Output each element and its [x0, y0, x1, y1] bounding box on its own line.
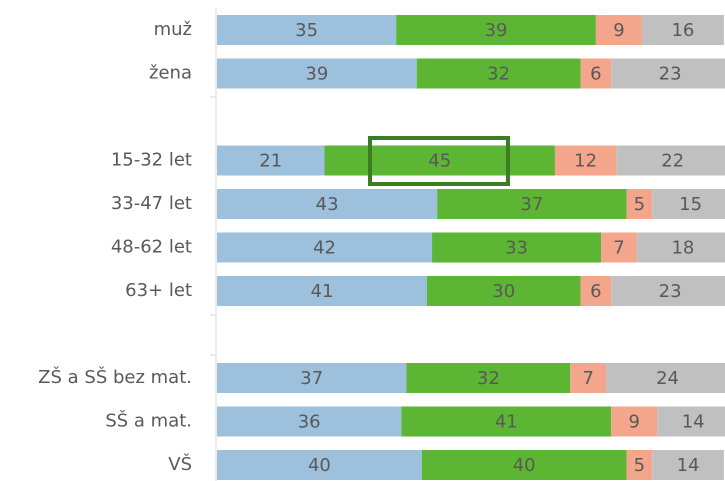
y-tick-label: žena: [149, 63, 192, 84]
data-label: 14: [682, 412, 705, 433]
bar-segment: [401, 406, 612, 437]
bar-segment: [580, 276, 612, 306]
bar-segment: [570, 363, 607, 393]
bar-segment: [611, 406, 658, 437]
bar-segment: [426, 276, 581, 306]
data-label: 35: [295, 20, 318, 41]
data-label: 23: [659, 281, 682, 302]
data-label: 41: [495, 412, 518, 433]
data-label: 6: [590, 281, 601, 302]
y-tick-label: ZŠ a SŠ bez mat.: [38, 366, 192, 388]
bar-segment: [626, 450, 653, 480]
data-label: 37: [300, 368, 323, 389]
y-tick-label: VŠ: [168, 453, 192, 475]
bar-segment: [554, 145, 617, 176]
bar-segment: [652, 450, 724, 480]
bar-segment: [616, 145, 725, 176]
y-tick-label: 63+ let: [125, 280, 192, 301]
bar-segment: [217, 145, 325, 176]
bar-segment: [636, 232, 725, 263]
data-label: 7: [582, 368, 593, 389]
data-label: 42: [313, 238, 336, 259]
bar-segment: [324, 145, 555, 176]
data-label: 14: [677, 455, 700, 476]
data-label: 36: [298, 412, 321, 433]
highlight-box: [368, 136, 510, 186]
bar-segment: [406, 363, 571, 393]
bar-segment: [217, 189, 438, 219]
data-label: 37: [520, 194, 543, 215]
data-label: 5: [634, 194, 645, 215]
data-label: 5: [634, 455, 645, 476]
data-label: 22: [661, 151, 684, 172]
data-label: 39: [305, 64, 328, 85]
data-label: 18: [671, 238, 694, 259]
bar-segment: [601, 232, 637, 263]
bar-segment: [416, 58, 581, 89]
bar-segment: [217, 406, 402, 437]
bar-segment: [611, 58, 725, 89]
data-label: 15: [679, 194, 702, 215]
data-label: 43: [316, 194, 339, 215]
data-label: 32: [487, 64, 510, 85]
data-label: 21: [259, 151, 282, 172]
bar-segment: [217, 58, 417, 89]
data-label: 39: [485, 20, 508, 41]
y-tick-label: muž: [154, 19, 192, 40]
data-label: 23: [659, 64, 682, 85]
data-label: 7: [613, 238, 624, 259]
bar-segment: [396, 15, 596, 45]
bar-segment: [580, 58, 612, 89]
data-label: 32: [477, 368, 500, 389]
bar-segment: [606, 363, 725, 393]
data-label: 45: [428, 151, 451, 172]
bar-segment: [611, 276, 725, 306]
data-label: 12: [574, 151, 597, 172]
data-label: 41: [311, 281, 334, 302]
bar-segment: [652, 189, 725, 219]
bar-segment: [432, 232, 601, 263]
bar-segment: [217, 363, 407, 393]
bar-segment: [217, 450, 422, 480]
data-label: 40: [308, 455, 331, 476]
bar-segment: [421, 450, 627, 480]
bar-segment: [657, 406, 725, 437]
y-tick-label: SŠ a mat.: [105, 410, 192, 432]
data-label: 6: [590, 64, 601, 85]
y-tick-label: 33-47 let: [111, 193, 192, 214]
y-tick-label: 15-32 let: [111, 150, 192, 171]
bar-segment: [217, 276, 427, 306]
bar-segment: [217, 232, 433, 263]
y-tick-label: 48-62 let: [111, 237, 192, 258]
bar-segment: [641, 15, 724, 45]
bar-segment: [626, 189, 653, 219]
data-label: 9: [613, 20, 624, 41]
data-label: 33: [505, 238, 528, 259]
bar-segment: [437, 189, 627, 219]
bar-segment: [595, 15, 642, 45]
data-label: 24: [656, 368, 679, 389]
data-label: 16: [671, 20, 694, 41]
data-label: 9: [629, 412, 640, 433]
bar-segment: [217, 15, 397, 45]
data-label: 30: [492, 281, 515, 302]
data-label: 40: [513, 455, 536, 476]
